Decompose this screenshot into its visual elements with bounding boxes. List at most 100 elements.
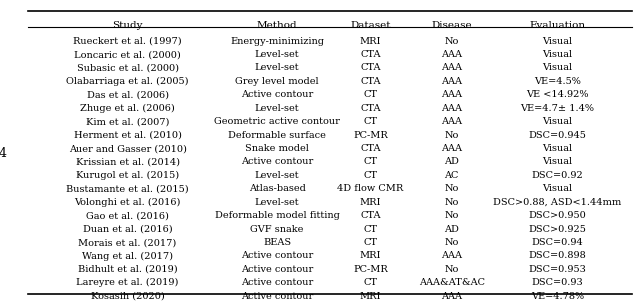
Text: Snake model: Snake model <box>245 144 309 153</box>
Text: Volonghi et al. (2016): Volonghi et al. (2016) <box>74 198 180 207</box>
Text: PC-MR: PC-MR <box>353 130 388 140</box>
Text: BEAS: BEAS <box>263 238 291 247</box>
Text: DSC=0.92: DSC=0.92 <box>532 171 584 180</box>
Text: DSC>0.88, ASD<1.44mm: DSC>0.88, ASD<1.44mm <box>493 198 621 207</box>
Text: VE <14.92%: VE <14.92% <box>526 90 589 99</box>
Text: Kim et al. (2007): Kim et al. (2007) <box>86 117 169 126</box>
Text: AAA: AAA <box>441 104 462 113</box>
Text: Kurugol et al. (2015): Kurugol et al. (2015) <box>76 171 179 180</box>
Text: Energy-minimizing: Energy-minimizing <box>230 37 324 46</box>
Text: No: No <box>444 238 459 247</box>
Text: CTA: CTA <box>360 77 381 86</box>
Text: Gao et al. (2016): Gao et al. (2016) <box>86 211 169 220</box>
Text: No: No <box>444 198 459 207</box>
Text: No: No <box>444 265 459 274</box>
Text: MRI: MRI <box>360 37 381 46</box>
Text: DSC>0.925: DSC>0.925 <box>529 225 586 234</box>
Text: VE=4.5%: VE=4.5% <box>534 77 581 86</box>
Text: Deformable surface: Deformable surface <box>228 130 326 140</box>
Text: No: No <box>444 130 459 140</box>
Text: Active contour: Active contour <box>241 157 313 166</box>
Text: Lareyre et al. (2019): Lareyre et al. (2019) <box>76 278 179 287</box>
Text: AAA: AAA <box>441 292 462 301</box>
Text: Active contour: Active contour <box>241 292 313 301</box>
Text: CTA: CTA <box>360 144 381 153</box>
Text: Krissian et al. (2014): Krissian et al. (2014) <box>76 157 179 166</box>
Text: Visual: Visual <box>543 37 573 46</box>
Text: MRI: MRI <box>360 251 381 261</box>
Text: Zhuge et al. (2006): Zhuge et al. (2006) <box>80 104 175 113</box>
Text: Loncaric et al. (2000): Loncaric et al. (2000) <box>74 50 181 59</box>
Text: Duan et al. (2016): Duan et al. (2016) <box>83 225 172 234</box>
Text: CT: CT <box>364 225 378 234</box>
Text: Level-set: Level-set <box>255 64 300 72</box>
Text: AAA&AT&AC: AAA&AT&AC <box>419 278 484 287</box>
Text: Level-set: Level-set <box>255 50 300 59</box>
Text: No: No <box>444 184 459 193</box>
Text: Herment et al. (2010): Herment et al. (2010) <box>74 130 182 140</box>
Text: PC-MR: PC-MR <box>353 265 388 274</box>
Text: DSC=0.93: DSC=0.93 <box>532 278 584 287</box>
Text: Active contour: Active contour <box>241 90 313 99</box>
Text: Bustamante et al. (2015): Bustamante et al. (2015) <box>66 184 189 193</box>
Text: Evaluation: Evaluation <box>529 21 586 30</box>
Text: VE=4.78%: VE=4.78% <box>531 292 584 301</box>
Text: Grey level model: Grey level model <box>236 77 319 86</box>
Text: DSC=0.94: DSC=0.94 <box>532 238 584 247</box>
Text: AD: AD <box>444 157 459 166</box>
Text: CT: CT <box>364 238 378 247</box>
Text: Visual: Visual <box>543 117 573 126</box>
Text: CTA: CTA <box>360 50 381 59</box>
Text: AAA: AAA <box>441 117 462 126</box>
Text: AC: AC <box>444 171 459 180</box>
Text: DSC=0.945: DSC=0.945 <box>529 130 586 140</box>
Text: Method: Method <box>257 21 298 30</box>
Text: Deformable model fitting: Deformable model fitting <box>214 211 340 220</box>
Text: Level-set: Level-set <box>255 198 300 207</box>
Text: AAA: AAA <box>441 251 462 261</box>
Text: AAA: AAA <box>441 77 462 86</box>
Text: Kosasih (2020): Kosasih (2020) <box>91 292 164 301</box>
Text: Das et al. (2006): Das et al. (2006) <box>86 90 168 99</box>
Text: Geometric active contour: Geometric active contour <box>214 117 340 126</box>
Text: CTA: CTA <box>360 64 381 72</box>
Text: 4: 4 <box>0 147 7 160</box>
Text: DSC=0.898: DSC=0.898 <box>529 251 586 261</box>
Text: MRI: MRI <box>360 292 381 301</box>
Text: VE=4.7± 1.4%: VE=4.7± 1.4% <box>520 104 595 113</box>
Text: Disease: Disease <box>431 21 472 30</box>
Text: AAA: AAA <box>441 144 462 153</box>
Text: 4D flow CMR: 4D flow CMR <box>337 184 404 193</box>
Text: Active contour: Active contour <box>241 278 313 287</box>
Text: Dataset: Dataset <box>350 21 391 30</box>
Text: Atlas-based: Atlas-based <box>249 184 305 193</box>
Text: Level-set: Level-set <box>255 104 300 113</box>
Text: AAA: AAA <box>441 50 462 59</box>
Text: Auer and Gasser (2010): Auer and Gasser (2010) <box>68 144 186 153</box>
Text: DSC=0.953: DSC=0.953 <box>529 265 586 274</box>
Text: AD: AD <box>444 225 459 234</box>
Text: MRI: MRI <box>360 198 381 207</box>
Text: Study: Study <box>112 21 143 30</box>
Text: AAA: AAA <box>441 64 462 72</box>
Text: CTA: CTA <box>360 104 381 113</box>
Text: GVF snake: GVF snake <box>250 225 304 234</box>
Text: Active contour: Active contour <box>241 265 313 274</box>
Text: CT: CT <box>364 171 378 180</box>
Text: No: No <box>444 37 459 46</box>
Text: Wang et al. (2017): Wang et al. (2017) <box>82 251 173 261</box>
Text: CTA: CTA <box>360 211 381 220</box>
Text: Rueckert et al. (1997): Rueckert et al. (1997) <box>73 37 182 46</box>
Text: AAA: AAA <box>441 90 462 99</box>
Text: No: No <box>444 211 459 220</box>
Text: DSC>0.950: DSC>0.950 <box>529 211 586 220</box>
Text: Olabarriaga et al. (2005): Olabarriaga et al. (2005) <box>67 77 189 86</box>
Text: Active contour: Active contour <box>241 251 313 261</box>
Text: CT: CT <box>364 278 378 287</box>
Text: CT: CT <box>364 157 378 166</box>
Text: Visual: Visual <box>543 184 573 193</box>
Text: Visual: Visual <box>543 144 573 153</box>
Text: Morais et al. (2017): Morais et al. (2017) <box>78 238 177 247</box>
Text: Subasic et al. (2000): Subasic et al. (2000) <box>77 64 179 72</box>
Text: Level-set: Level-set <box>255 171 300 180</box>
